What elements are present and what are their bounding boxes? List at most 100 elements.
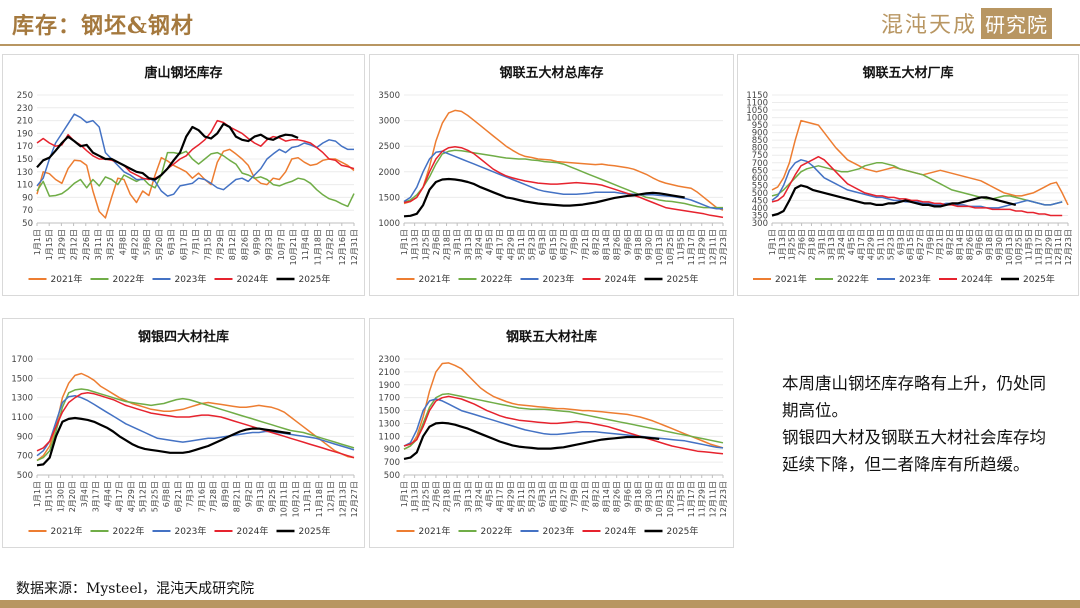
x-tick-label: 1月13日: [411, 481, 420, 512]
x-tick-label: 7月15日: [204, 229, 213, 260]
y-tick-label: 450: [752, 196, 768, 206]
y-tick-label: 1050: [746, 106, 768, 116]
chart-panel-gangyin: 钢银四大材社库 500 700 900 1100 1300 1500 1700 1月1日 1月15…: [2, 318, 365, 548]
chart-svg: 唐山钢坯库存 50 70 90 110 130 150 170 190 210 230 250 1月1日…: [17, 65, 359, 285]
y-tick-label: 130: [17, 168, 33, 178]
x-tick-label: 11月17日: [687, 481, 696, 517]
x-tick-label: 11月18日: [315, 481, 324, 517]
legend-item: 2021年: [396, 525, 450, 537]
x-tick-label: 9月23日: [265, 229, 274, 260]
x-tick-label: 9月25日: [268, 481, 277, 512]
chart-title: 钢联五大材总库存: [499, 65, 603, 81]
x-tick-label: 4月5日: [847, 229, 856, 255]
x-tick-label: 9月6日: [623, 481, 632, 507]
x-tick-label: 2月18日: [443, 229, 452, 260]
legend-item: 2022年: [90, 273, 145, 285]
x-tick-label: 10月25日: [666, 229, 675, 265]
x-tick-label: 7月9日: [570, 229, 579, 255]
legend-item: 2025年: [1001, 273, 1055, 285]
x-tick-label: 10月7日: [277, 229, 286, 260]
x-tick-label: 8月26日: [965, 229, 974, 260]
x-tick-label: 2月18日: [443, 481, 452, 512]
x-tick-label: 7月9日: [926, 229, 935, 255]
x-tick-label: 4月29日: [127, 481, 136, 512]
x-tick-label: 7月28日: [209, 481, 218, 512]
chart-title: 钢联五大材厂库: [862, 65, 953, 81]
x-tick-label: 6月15日: [549, 229, 558, 260]
y-tick-label: 550: [752, 181, 768, 191]
series-line-2024年: [771, 155, 1063, 217]
x-tick-label: 6月15日: [549, 481, 558, 512]
legend-item: 2022年: [815, 273, 869, 285]
x-tick-label: 4月29日: [867, 229, 876, 260]
chart-panel-billet: 唐山钢坯库存 50 70 90 110 130 150 170 190 210 230 250 1月1日…: [2, 54, 365, 296]
chart-panel-social: 钢联五大材社库 500 700 900 1100 1300 1500 1700 1900 2100…: [369, 318, 734, 548]
legend-item: 2023年: [152, 525, 206, 537]
y-tick-label: 70: [22, 206, 33, 216]
legend-label: 2021年: [51, 273, 83, 285]
legend-label: 2023年: [175, 273, 207, 285]
series-line-2022年: [403, 149, 723, 209]
x-tick-label: 12月11日: [1054, 229, 1063, 265]
legend-item: 2024年: [214, 273, 268, 285]
legend-label: 2023年: [543, 525, 575, 537]
series-line-2024年: [36, 119, 355, 181]
x-tick-label: 12月16日: [338, 229, 347, 265]
chart-panel-factory: 钢联五大材厂库 300 350 400 450 500 550 600 650 700 750 800…: [737, 54, 1079, 296]
series-line-2023年: [36, 394, 355, 457]
x-tick-label: 4月29日: [506, 481, 515, 512]
legend-label: 2025年: [667, 273, 699, 285]
y-tick-label: 500: [384, 471, 400, 481]
x-tick-label: 2月6日: [432, 481, 441, 507]
x-tick-label: 10月21日: [289, 229, 298, 265]
y-tick-label: 850: [752, 136, 768, 146]
x-tick-label: 2月6日: [798, 229, 807, 255]
x-tick-label: 12月1日: [327, 481, 336, 512]
y-tick-label: 3000: [378, 117, 400, 127]
y-tick-label: 110: [17, 181, 33, 191]
x-tick-label: 10月25日: [1015, 229, 1024, 265]
chart-svg: 钢联五大材总库存 1000 1500 2000 2500 3000 3500 1月1日 1月13…: [378, 65, 728, 285]
x-tick-label: 12月27日: [350, 481, 359, 517]
x-tick-label: 11月18日: [313, 229, 322, 265]
x-tick-label: 11月17日: [1034, 229, 1043, 265]
x-tick-label: 1月1日: [768, 229, 777, 255]
header-divider: [0, 44, 1080, 46]
x-tick-label: 5月23日: [528, 229, 537, 260]
x-tick-label: 2月18日: [807, 229, 816, 260]
x-tick-label: 4月5日: [485, 481, 494, 507]
x-tick-label: 12月11日: [708, 481, 717, 517]
logo-box: 研究院: [981, 7, 1052, 39]
x-tick-label: 11月29日: [698, 481, 707, 517]
y-tick-label: 900: [17, 432, 33, 442]
series-line-2021年: [403, 109, 724, 211]
legend-item: 2023年: [152, 273, 207, 285]
x-tick-label: 7月3日: [186, 481, 195, 507]
x-tick-label: 5月23日: [886, 229, 895, 260]
x-tick-label: 9月18日: [634, 481, 643, 512]
y-tick-label: 1900: [378, 381, 400, 391]
x-tick-label: 4月8日: [118, 229, 127, 255]
y-tick-label: 190: [17, 129, 33, 139]
y-tick-label: 900: [752, 129, 768, 139]
legend-item: 2021年: [28, 273, 83, 285]
legend-label: 2024年: [237, 525, 269, 537]
x-tick-label: 1月1日: [33, 229, 42, 255]
x-tick-label: 10月13日: [655, 229, 664, 265]
x-tick-label: 8月26日: [240, 229, 249, 260]
legend-label: 2022年: [113, 273, 145, 285]
legend-label: 2021年: [51, 525, 83, 537]
legend-label: 2022年: [113, 525, 145, 537]
legend-label: 2021年: [775, 273, 807, 285]
x-tick-label: 7月9日: [570, 481, 579, 507]
series-line-2024年: [403, 395, 724, 455]
chart-title: 钢联五大材社库: [506, 329, 597, 345]
x-tick-label: 9月30日: [645, 481, 654, 512]
x-tick-label: 1月29日: [57, 229, 66, 260]
page-title: 库存：钢坯&钢材: [12, 13, 194, 39]
x-tick-label: 4月5日: [485, 229, 494, 255]
x-tick-label: 12月23日: [719, 229, 728, 265]
x-tick-label: 11月1日: [303, 481, 312, 512]
x-tick-label: 3月13日: [464, 481, 473, 512]
x-tick-label: 3月1日: [817, 229, 826, 255]
